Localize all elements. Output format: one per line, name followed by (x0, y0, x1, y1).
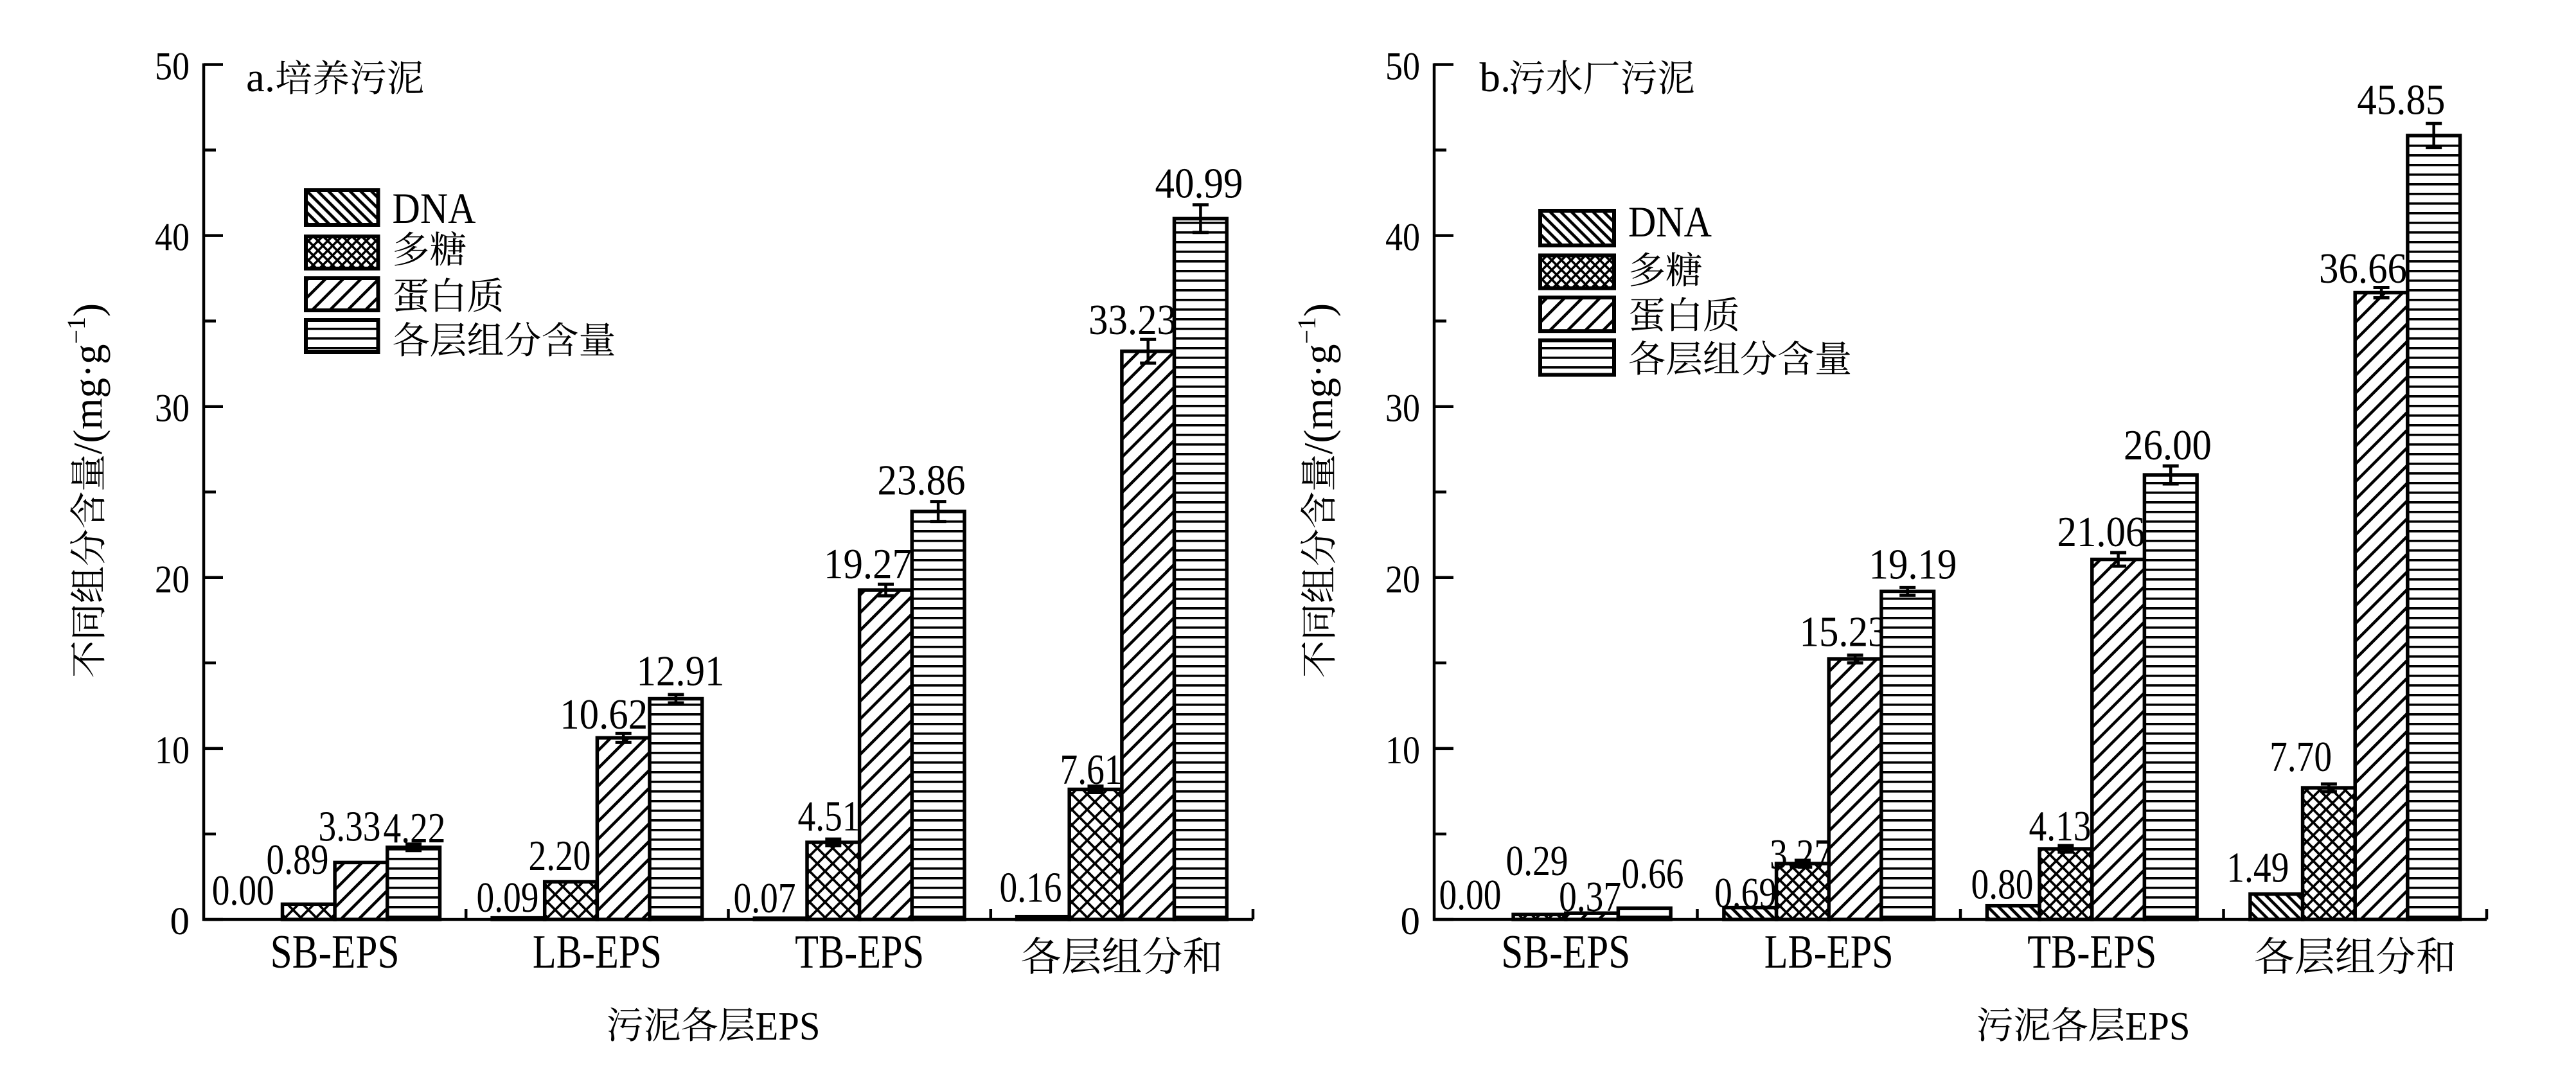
svg-text:50: 50 (1385, 46, 1420, 89)
svg-text:33.23: 33.23 (1088, 296, 1177, 344)
svg-text:40: 40 (1385, 217, 1420, 260)
svg-text:TB-EPS: TB-EPS (2027, 926, 2156, 979)
svg-text:0.00: 0.00 (1439, 871, 1502, 919)
svg-text:19.19: 19.19 (1869, 541, 1957, 589)
svg-text:0.07: 0.07 (734, 874, 796, 922)
svg-text:50: 50 (155, 46, 190, 89)
svg-text:3.33: 3.33 (319, 803, 381, 850)
svg-text:10: 10 (155, 729, 190, 772)
svg-text:7.61: 7.61 (1060, 746, 1123, 794)
svg-text:/(mg·g−1): /(mg·g−1) (1292, 303, 1341, 454)
svg-text:20: 20 (1385, 558, 1420, 601)
svg-text:1.49: 1.49 (2226, 844, 2289, 892)
svg-text:10.62: 10.62 (560, 691, 648, 738)
svg-text:DNA: DNA (1628, 197, 1712, 246)
svg-text:0.16: 0.16 (1000, 864, 1062, 912)
svg-text:0.69: 0.69 (1714, 869, 1777, 917)
svg-text:3.27: 3.27 (1770, 831, 1832, 878)
svg-text:SB-EPS: SB-EPS (1501, 926, 1630, 979)
svg-text:4.22: 4.22 (384, 804, 446, 852)
svg-text:0: 0 (170, 900, 190, 943)
svg-text:0.80: 0.80 (1971, 860, 2034, 908)
svg-text:EPS: EPS (756, 1005, 821, 1049)
svg-text:DNA: DNA (393, 184, 476, 233)
svg-text:a.: a. (246, 55, 275, 101)
svg-text:0: 0 (1401, 900, 1421, 943)
svg-text:20: 20 (155, 558, 190, 601)
svg-text:EPS: EPS (2126, 1005, 2190, 1049)
svg-text:LB-EPS: LB-EPS (533, 926, 662, 979)
svg-text:12.91: 12.91 (637, 647, 725, 695)
svg-text:SB-EPS: SB-EPS (271, 926, 400, 979)
svg-text:LB-EPS: LB-EPS (1764, 926, 1894, 979)
svg-text:0.00: 0.00 (212, 867, 274, 914)
svg-text:2.20: 2.20 (529, 832, 591, 880)
svg-text:26.00: 26.00 (2124, 421, 2212, 469)
svg-text:4.51: 4.51 (798, 792, 860, 840)
svg-text:30: 30 (1385, 387, 1420, 430)
svg-text:0.29: 0.29 (1506, 837, 1568, 885)
svg-text:15.23: 15.23 (1800, 608, 1888, 656)
svg-text:TB-EPS: TB-EPS (795, 926, 924, 979)
svg-text:21.06: 21.06 (2057, 508, 2145, 556)
svg-text:7.70: 7.70 (2270, 733, 2332, 781)
svg-text:30: 30 (155, 387, 190, 430)
svg-text:19.27: 19.27 (824, 540, 912, 588)
svg-text:36.66: 36.66 (2319, 245, 2407, 292)
svg-text:40: 40 (155, 217, 190, 260)
svg-text:4.13: 4.13 (2029, 803, 2092, 850)
svg-text:0.66: 0.66 (1622, 850, 1684, 898)
svg-text:10: 10 (1385, 729, 1420, 772)
svg-text:0.89: 0.89 (267, 836, 329, 883)
svg-text:23.86: 23.86 (878, 456, 966, 504)
svg-text:0.37: 0.37 (1559, 873, 1621, 921)
svg-text:45.85: 45.85 (2357, 76, 2445, 124)
svg-text:b.: b. (1480, 55, 1511, 101)
svg-text:40.99: 40.99 (1155, 160, 1243, 208)
svg-text:0.09: 0.09 (477, 874, 539, 921)
